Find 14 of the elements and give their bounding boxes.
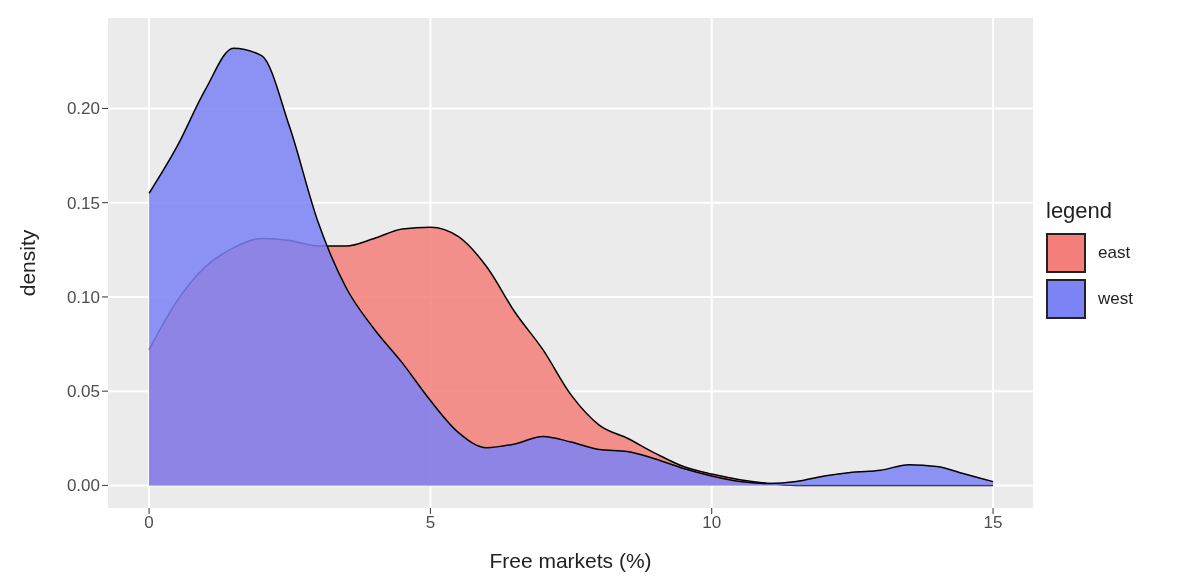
x-axis-title: Free markets (%): [489, 549, 652, 572]
y-tick-label: 0.00: [66, 476, 100, 496]
x-tick-label: 0: [144, 513, 154, 533]
x-tick-label: 15: [983, 513, 1003, 533]
x-tick-label: 10: [702, 513, 722, 533]
legend-label: east: [1098, 243, 1131, 263]
y-tick-label: 0.20: [66, 99, 100, 119]
y-axis-title: density: [16, 229, 40, 297]
y-tick-label: 0.05: [66, 382, 100, 402]
y-tick-label: 0.10: [66, 287, 100, 307]
legend-label: west: [1098, 289, 1133, 309]
y-tick-label: 0.15: [66, 193, 100, 213]
legend-title: legend: [1046, 198, 1114, 224]
x-tick-label: 5: [425, 513, 436, 533]
